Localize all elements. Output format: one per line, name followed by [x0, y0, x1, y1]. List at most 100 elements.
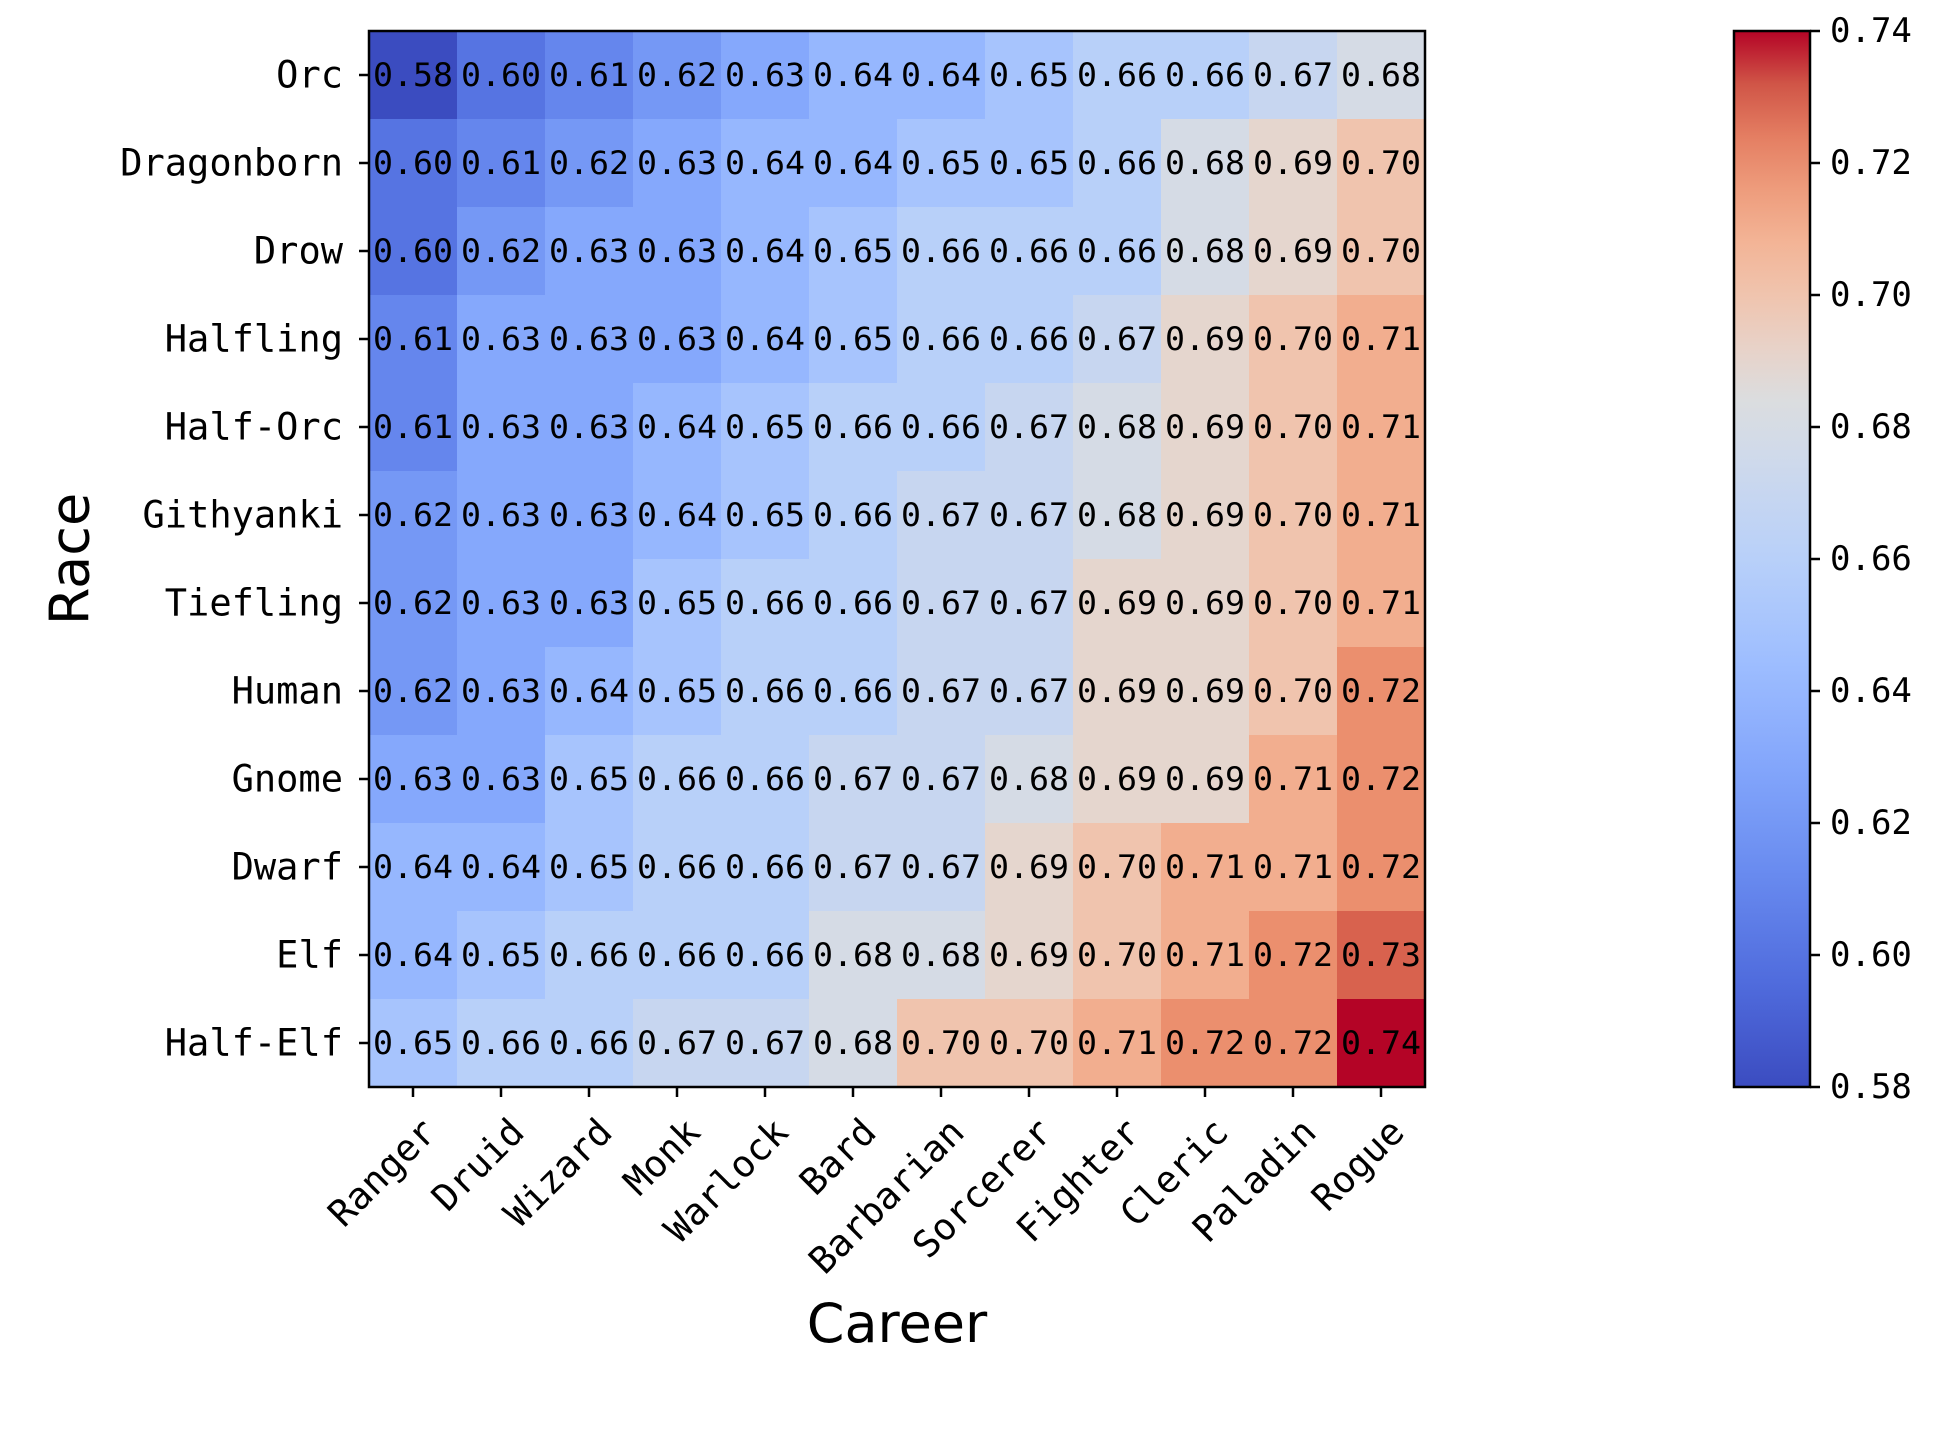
cell-value-label: 0.68 — [1165, 232, 1245, 270]
cell-value-label: 0.69 — [1077, 760, 1157, 798]
heatmap-cell — [457, 383, 546, 472]
cell-value-label: 0.62 — [637, 56, 717, 94]
heatmap-cell — [897, 31, 986, 120]
heatmap-cell — [1337, 295, 1426, 384]
heatmap-cell — [369, 31, 458, 120]
cell-value-label: 0.71 — [1253, 848, 1333, 886]
heatmap-cell — [1161, 207, 1250, 296]
heatmap-cell — [457, 471, 546, 560]
cell-value-label: 0.66 — [813, 496, 893, 534]
heatmap-cell — [721, 999, 810, 1088]
cell-value-label: 0.71 — [1165, 848, 1245, 886]
y-tick-label: Dragonborn — [120, 142, 343, 185]
heatmap-cell — [1249, 471, 1338, 560]
heatmap-cell — [897, 471, 986, 560]
cell-value-label: 0.67 — [813, 848, 893, 886]
heatmap-cell — [457, 999, 546, 1088]
heatmap-cell — [457, 207, 546, 296]
heatmap-cell — [1249, 999, 1338, 1088]
heatmap-cell — [1249, 31, 1338, 120]
cell-value-label: 0.66 — [725, 936, 805, 974]
x-axis-title: Career — [807, 1292, 988, 1355]
y-tick-label: Drow — [254, 230, 344, 273]
cell-value-label: 0.67 — [989, 408, 1069, 446]
colorbar-tick-label: 0.62 — [1830, 803, 1912, 843]
cell-value-label: 0.65 — [989, 56, 1069, 94]
heatmap-cell — [985, 823, 1074, 912]
cell-value-label: 0.66 — [989, 320, 1069, 358]
cell-value-label: 0.67 — [637, 1024, 717, 1062]
cell-value-label: 0.67 — [1077, 320, 1157, 358]
heatmap-cell — [1249, 559, 1338, 648]
heatmap-cell — [545, 471, 634, 560]
cell-value-label: 0.69 — [1165, 408, 1245, 446]
heatmap-cell — [545, 999, 634, 1088]
cell-value-label: 0.68 — [1341, 56, 1421, 94]
cell-value-label: 0.69 — [989, 848, 1069, 886]
heatmap-cell — [1161, 999, 1250, 1088]
heatmap-cell — [1161, 559, 1250, 648]
heatmap-cell — [1337, 383, 1426, 472]
cell-value-label: 0.63 — [637, 320, 717, 358]
cell-value-label: 0.63 — [549, 408, 629, 446]
cell-value-label: 0.70 — [1341, 144, 1421, 182]
colorbar: 0.58 0.60 0.62 0.64 0.66 0.68 0.70 0.72 0.74 — [1732, 11, 1912, 1107]
cell-value-label: 0.66 — [813, 408, 893, 446]
heatmap-cell — [1337, 999, 1426, 1088]
heatmap-cell — [1249, 383, 1338, 472]
cell-value-label: 0.66 — [1165, 56, 1245, 94]
cell-value-label: 0.60 — [373, 232, 453, 270]
cell-value-label: 0.72 — [1341, 760, 1421, 798]
heatmap-cell — [633, 647, 722, 736]
heatmap-cell — [985, 647, 1074, 736]
cell-value-label: 0.74 — [1341, 1024, 1421, 1062]
cell-value-label: 0.64 — [725, 144, 805, 182]
cell-value-label: 0.62 — [461, 232, 541, 270]
y-tick-label: Half-Elf — [165, 1022, 343, 1065]
cell-value-label: 0.66 — [461, 1024, 541, 1062]
heatmap-cell — [633, 471, 722, 560]
cell-value-label: 0.70 — [989, 1024, 1069, 1062]
heatmap-cell — [369, 911, 458, 1000]
cell-value-label: 0.66 — [901, 232, 981, 270]
heatmap-cell — [369, 295, 458, 384]
heatmap-cell — [721, 911, 810, 1000]
heatmap-cell — [633, 31, 722, 120]
heatmap-cell — [809, 999, 898, 1088]
cell-value-label: 0.63 — [549, 496, 629, 534]
cell-value-label: 0.71 — [1341, 584, 1421, 622]
cell-value-label: 0.68 — [813, 936, 893, 974]
heatmap-cell — [1161, 471, 1250, 560]
colorbar-tick-label: 0.68 — [1830, 407, 1912, 447]
cell-value-label: 0.66 — [725, 848, 805, 886]
cell-value-label: 0.65 — [373, 1024, 453, 1062]
cell-value-label: 0.63 — [461, 320, 541, 358]
y-axis-title: Race — [39, 493, 102, 625]
cell-value-label: 0.71 — [1077, 1024, 1157, 1062]
cell-value-label: 0.64 — [637, 408, 717, 446]
heatmap-cell — [545, 559, 634, 648]
cell-value-label: 0.69 — [1165, 320, 1245, 358]
y-tick-label: Gnome — [232, 758, 343, 801]
cell-value-label: 0.68 — [813, 1024, 893, 1062]
cell-value-label: 0.61 — [549, 56, 629, 94]
cell-value-label: 0.69 — [1253, 144, 1333, 182]
cell-value-label: 0.62 — [373, 584, 453, 622]
heatmap-cell — [809, 559, 898, 648]
colorbar-tick-label: 0.66 — [1830, 539, 1912, 579]
heatmap-cell — [985, 31, 1074, 120]
heatmap-cell — [985, 559, 1074, 648]
heatmap-cell — [1073, 559, 1162, 648]
heatmap-cell — [1337, 911, 1426, 1000]
heatmap-cell — [985, 471, 1074, 560]
heatmap-cell — [633, 999, 722, 1088]
heatmap-cell — [457, 735, 546, 824]
cell-value-label: 0.64 — [725, 232, 805, 270]
heatmap-cell — [721, 119, 810, 208]
heatmap-cell — [1073, 735, 1162, 824]
heatmap-cell — [721, 383, 810, 472]
heatmap-cell — [1249, 823, 1338, 912]
cell-value-label: 0.60 — [373, 144, 453, 182]
heatmap-cell — [1161, 823, 1250, 912]
heatmap-cell — [545, 647, 634, 736]
